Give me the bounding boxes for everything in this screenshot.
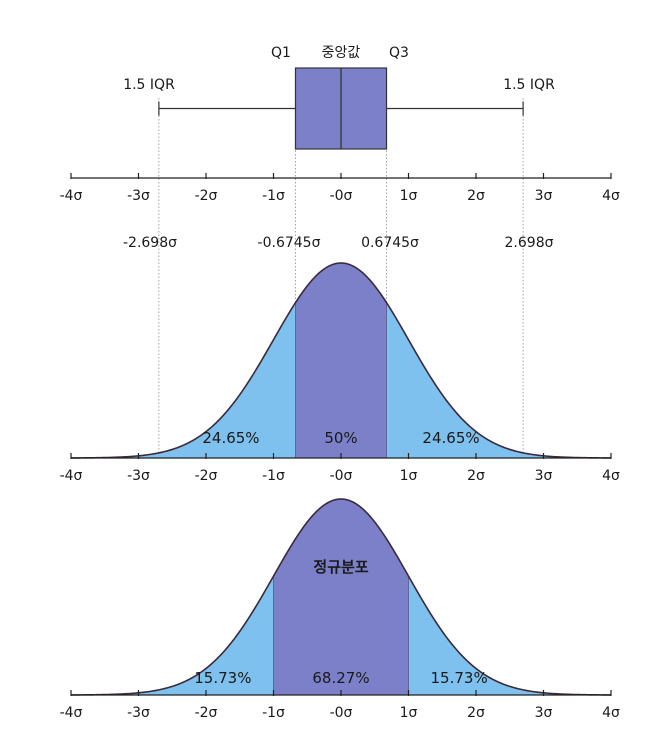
region-label: 50% [324,429,357,447]
curve-sigma [71,498,611,696]
x-tick-label: -0σ [330,468,353,484]
annotation-pos-2698: 2.698σ [505,235,554,251]
x-tick-label: -3σ [127,188,150,204]
region-area [386,302,611,458]
x-tick-label: -3σ [127,705,150,721]
x-tick-label: -4σ [60,468,83,484]
region-label: 15.73% [431,669,488,687]
x-tick-label: -1σ [262,468,285,484]
x-tick-label: -4σ [60,705,83,721]
region-area [273,499,409,695]
guide-lines [158,98,524,458]
regions-sigma [71,499,611,695]
x-tick-label: 1σ [400,188,418,204]
q1-label: Q1 [271,45,291,61]
region-label: 24.65% [202,429,259,447]
iqr-distribution-panel: -2.698σ -0.6745σ 0.6745σ 2.698σ 50% 24.65… [60,235,620,484]
x-tick-label: 3σ [535,188,553,204]
x-tick-label: -1σ [262,188,285,204]
x-tick-label: -2σ [195,188,218,204]
median-label: 중앙값 [322,45,361,61]
x-axis-iqr: -4σ -3σ -2σ -1σ -0σ 1σ 2σ 3σ 4σ [60,453,620,484]
left-whisker-label: 1.5 IQR [123,77,175,93]
x-tick-label: -2σ [195,468,218,484]
region-area [71,576,274,695]
q3-label: Q3 [389,45,409,61]
x-tick-label: 2σ [467,705,485,721]
curve-iqr [71,262,611,459]
x-axis-sigma: -4σ -3σ -2σ -1σ -0σ 1σ 2σ 3σ 4σ [60,690,620,721]
x-tick-label: 2σ [467,468,485,484]
x-tick-label: 1σ [400,705,418,721]
x-tick-label: -2σ [195,705,218,721]
x-axis-box-plot: -4σ -3σ -2σ -1σ -0σ 1σ 2σ 3σ 4σ [60,173,620,204]
x-tick-label: 3σ [535,468,553,484]
x-tick-label: -3σ [127,468,150,484]
x-tick-label: 4σ [602,188,620,204]
x-tick-label: -0σ [330,705,353,721]
x-tick-label: 1σ [400,468,418,484]
region-area [295,263,387,458]
x-tick-label: -4σ [60,188,83,204]
region-area [408,576,611,695]
right-whisker-label: 1.5 IQR [503,77,555,93]
region-label: 24.65% [422,429,479,447]
x-tick-label: 3σ [535,705,553,721]
box-plot-panel: Q1 중앙값 Q3 1.5 IQR 1.5 IQR -4σ -3σ -2σ -1σ -0… [60,45,620,204]
region-labels-sigma: 68.27% 15.73% 15.73% [194,669,487,687]
x-tick-label: -1σ [262,705,285,721]
x-tick-label: 4σ [602,705,620,721]
region-label: 68.27% [312,669,369,687]
x-tick-label: -0σ [330,188,353,204]
region-area [71,302,296,458]
region-label: 15.73% [194,669,251,687]
regions-iqr [71,263,611,458]
annotation-neg-06745: -0.6745σ [258,235,321,251]
annotation-pos-06745: 0.6745σ [361,235,419,251]
sigma-distribution-panel: 정규분포 68.27% 15.73% 15.73% -4σ -3σ -2σ -1σ -0σ 1… [60,498,620,721]
x-tick-label: 2σ [467,188,485,204]
region-labels-iqr: 50% 24.65% 24.65% [202,429,479,447]
distribution-title: 정규분포 [313,558,368,576]
x-tick-label: 4σ [602,468,620,484]
annotation-neg-2698: -2.698σ [123,235,177,251]
